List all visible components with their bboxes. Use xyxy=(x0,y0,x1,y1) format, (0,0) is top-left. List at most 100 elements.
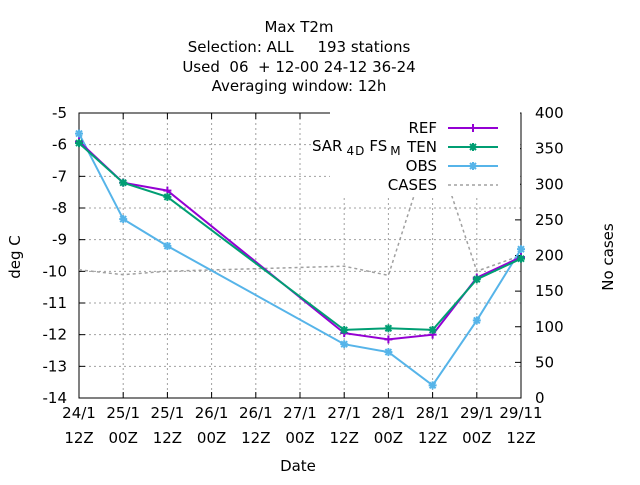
x-axis-label: Date xyxy=(280,457,316,475)
marker-stroke xyxy=(75,139,83,147)
series-point-obs xyxy=(163,242,172,250)
series-point-ten xyxy=(517,254,525,263)
marker-stroke xyxy=(384,324,393,333)
marker-stroke xyxy=(473,275,481,283)
y2-tick-label: 50 xyxy=(535,353,554,371)
marker-stroke xyxy=(469,162,477,170)
series-point-obs xyxy=(340,340,349,349)
series-point-obs xyxy=(384,348,393,357)
y-tick-label: -6 xyxy=(52,136,67,154)
y2-tick-label: 150 xyxy=(535,282,564,300)
x-tick-label: 12Z xyxy=(506,429,535,447)
chart-title-line-4: Averaging window: 12h xyxy=(212,77,387,95)
x-tick-label: 12Z xyxy=(418,429,447,447)
y-tick-label: -13 xyxy=(43,357,68,375)
series-point-obs xyxy=(428,381,437,390)
legend-label-ten: TEN xyxy=(406,138,437,156)
x-tick-label: 00Z xyxy=(197,429,226,447)
axes: 24/1 12Z 25/1 00Z 25/1 12Z 26/1 00Z 26/1 12Z 27/1 0… xyxy=(43,104,564,447)
x-tick-label: 27/1 xyxy=(283,404,317,422)
x-tick-label: 26/1 xyxy=(239,404,273,422)
marker-stroke xyxy=(163,193,172,201)
y2-tick-label: 250 xyxy=(535,211,564,229)
y-axis-label: deg C xyxy=(6,235,24,279)
legend-marker-ref xyxy=(469,124,477,132)
series-point-ten xyxy=(384,324,393,333)
series-point-ten xyxy=(472,275,481,284)
chart-title-line-3: Used 06 + 12-00 24-12 36-24 xyxy=(182,58,415,76)
marker-stroke xyxy=(428,381,437,390)
series-point-obs xyxy=(75,129,83,138)
x-tick-label: 25/1 xyxy=(151,404,185,422)
grid xyxy=(79,113,521,398)
marker-stroke xyxy=(428,326,437,334)
chart-title-line-1: Max T2m xyxy=(264,18,333,36)
x-tick-label: 28/1 xyxy=(416,404,450,422)
x-tick-label: 00Z xyxy=(109,429,138,447)
marker-stroke xyxy=(163,242,172,250)
marker-stroke xyxy=(517,254,525,263)
x-tick-label: 12Z xyxy=(64,429,93,447)
marker-stroke xyxy=(384,348,393,356)
series-layer xyxy=(75,129,525,390)
y-tick-label: -12 xyxy=(43,326,68,344)
x-tick-label: 12Z xyxy=(330,429,359,447)
x-tick-label: 27/1 xyxy=(327,404,361,422)
y-tick-label: -10 xyxy=(43,262,68,280)
y2-tick-label: 100 xyxy=(535,318,564,336)
marker-stroke xyxy=(119,215,127,223)
y2-axis-label: No cases xyxy=(599,223,617,291)
series-point-ten xyxy=(340,325,349,334)
x-tick-label: 28/1 xyxy=(372,404,406,422)
series-line-cases xyxy=(78,135,522,277)
y2-tick-label: 350 xyxy=(535,140,564,158)
series-point-obs xyxy=(119,215,128,224)
y2-tick-label: 200 xyxy=(535,247,564,265)
y2-tick-label: 400 xyxy=(535,104,564,122)
x-tick-label: 00Z xyxy=(462,429,491,447)
y-tick-label: -14 xyxy=(43,389,68,407)
x-tick-label: 00Z xyxy=(374,429,403,447)
series-point-ten xyxy=(163,192,172,201)
marker-stroke xyxy=(119,178,127,187)
marker-stroke xyxy=(75,129,83,138)
series-point-obs xyxy=(472,316,481,325)
series-point-obs xyxy=(517,245,525,254)
series-line-obs xyxy=(78,133,522,387)
marker-stroke xyxy=(473,316,481,325)
legend-box xyxy=(330,110,520,196)
series-line-ten xyxy=(78,142,522,331)
y-tick-label: -7 xyxy=(52,167,67,185)
legend-label-ref: REF xyxy=(408,119,437,137)
marker-stroke xyxy=(469,143,477,151)
marker-stroke xyxy=(517,245,525,253)
x-tick-label: 29/1 xyxy=(460,404,494,422)
marker-stroke xyxy=(340,340,348,348)
legend-label-cases: CASES xyxy=(388,176,437,194)
series-point-ten xyxy=(75,139,83,148)
x-tick-label: 00Z xyxy=(285,429,314,447)
x-tick-label: 12Z xyxy=(241,429,270,447)
legend-label-obs: OBS xyxy=(406,157,437,175)
y2-tick-label: 300 xyxy=(535,175,564,193)
chart-title-line-2: Selection: ALL 193 stations xyxy=(188,38,411,56)
legend-header: SAR 4D FS M xyxy=(312,137,401,158)
legend-marker-ten xyxy=(469,143,477,151)
legend-marker-obs xyxy=(469,162,477,170)
y-tick-label: -9 xyxy=(52,231,67,249)
x-tick-label: 12Z xyxy=(153,429,182,447)
marker-stroke xyxy=(340,326,348,334)
x-tick-label: 24/1 xyxy=(62,404,96,422)
y-tick-label: -11 xyxy=(43,294,68,312)
y2-tick-label: 0 xyxy=(535,389,545,407)
x-tick-label: 29/11 xyxy=(499,404,542,422)
series-point-ten xyxy=(119,178,128,187)
x-tick-label: 26/1 xyxy=(195,404,229,422)
x-tick-label: 25/1 xyxy=(106,404,140,422)
series-point-ten xyxy=(428,325,437,334)
series-point-ref xyxy=(384,335,393,344)
y-tick-label: -8 xyxy=(52,199,67,217)
